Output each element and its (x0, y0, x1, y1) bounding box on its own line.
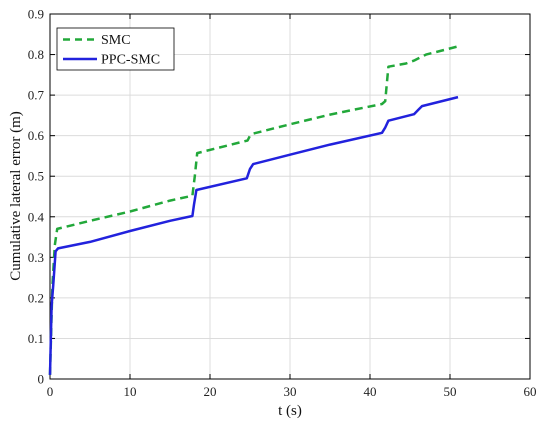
y-tick-label: 0.2 (28, 290, 44, 305)
y-axis-label: Cumulative lateral error (m) (8, 111, 24, 281)
x-tick-label: 0 (47, 384, 54, 399)
y-tick-label: 0.1 (28, 331, 44, 346)
x-tick-label: 40 (364, 384, 377, 399)
legend-label-smc: SMC (101, 33, 131, 48)
series-group (48, 45, 459, 375)
y-tick-label: 0 (38, 372, 45, 387)
x-tick-label: 60 (524, 384, 537, 399)
legend: SMC PPC-SMC (56, 27, 175, 71)
x-tick-label: 20 (204, 384, 217, 399)
legend-label-ppc-smc: PPC-SMC (101, 53, 160, 68)
y-tick-label: 0.9 (28, 7, 44, 22)
series-line-smc (48, 45, 459, 375)
legend-box (56, 27, 175, 71)
x-tick-label: 30 (284, 384, 297, 399)
x-axis-label: t (s) (278, 403, 302, 419)
y-tick-label: 0.7 (28, 88, 45, 103)
y-tick-label: 0.3 (28, 250, 44, 265)
x-tick-label: 50 (444, 384, 457, 399)
y-tick-label: 0.4 (28, 209, 45, 224)
y-tick-label: 0.6 (28, 128, 45, 143)
y-tick-label: 0.5 (28, 169, 44, 184)
series-line-ppc-smc (48, 95, 459, 375)
y-tick-label: 0.8 (28, 47, 44, 62)
x-tick-label: 10 (124, 384, 137, 399)
axis-ticks: 0 10 20 30 40 50 60 0 0.1 0.2 0.3 0.4 0.5 0.6 0.7 0.8 0.… (28, 7, 537, 400)
